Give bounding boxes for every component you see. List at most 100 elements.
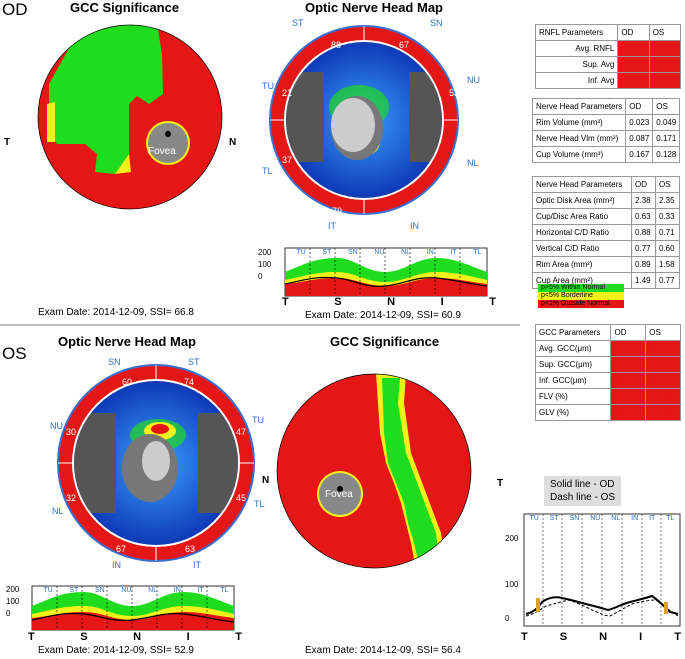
os-profile-tick: 0 [6,609,11,618]
os-profile-label: NU [121,587,132,594]
os-axis-label: S [80,631,88,643]
os-profile-tick: 200 [6,585,20,594]
nerve1-row-label: Cup Volume (mm³) [531,146,627,163]
od-profile-tick: 100 [258,260,272,269]
od-onh-map [269,25,459,215]
nerve2-row-od: 0.88 [631,224,656,241]
nerve2-row-od: 0.63 [631,208,656,225]
od-value-st: 88 [331,40,342,50]
nerve-head-area-table: Nerve Head Parameters OD OS Optic Disk Are… [531,176,680,289]
gcc-row-os: 63.53 [645,356,681,373]
os-sector-sn: SN [108,357,121,367]
od-profile-label: TL [473,249,482,256]
section-divider [0,324,520,326]
nerve2-header: Nerve Head Parameters [531,176,633,193]
od-profile-label: ST [322,249,332,256]
os-profile-label: NL [148,587,158,594]
od-profile-label: SN [347,249,358,256]
od-value-sn: 67 [399,40,410,50]
gcc-row-od: 19.352 [610,388,647,405]
od-rnfl-profile [284,247,488,297]
line-key-solid: Solid line - OD [550,479,615,490]
nerve2-row-os: 2.35 [655,192,680,209]
nerve1-row-os: 0.128 [652,146,681,163]
os-sector-st: ST [188,357,200,367]
od-profile-tick: 200 [258,248,272,257]
comparison-labels: TU ST SN NU NL IN IT TL [524,515,680,522]
od-sector-it: IT [328,221,336,231]
significance-legend: p>5% Within Normal p<5% Borderline p<1% … [538,284,624,308]
od-gcc-title: GCC Significance [70,0,180,15]
gcc-row-label: GLV (%) [534,404,612,421]
comparison-label: NU [590,515,601,522]
nerve2-header-os: OS [655,176,680,193]
os-axis-label: N [133,631,142,643]
nerve2-row-label: Horizontal C/D Ratio [531,224,633,241]
comparison-plot [523,513,681,627]
nerve1-row-os: 0.171 [652,130,681,147]
od-axis-label: I [440,296,444,308]
comparison-label: IN [631,515,639,522]
comparison-tick: 100 [505,580,519,589]
od-profile-axis: T S N I T [282,296,496,308]
nerve1-row-od: 0.087 [625,130,654,147]
comparison-axis-label: N [599,631,608,643]
rnfl-row-od: 69.38 [617,56,650,73]
os-value-sn: 60 [122,377,133,387]
od-profile-ticks: 200 100 0 [258,247,271,283]
gcc-row-label: FLV (%) [534,388,612,405]
os-axis-label: I [186,631,190,643]
gcc-row-os: 62.31 [645,340,681,357]
comparison-axis-label: S [559,631,568,643]
od-value-nu: 53 [449,88,460,98]
nerve2-header-od: OD [631,176,656,193]
nerve1-row-od: 0.023 [625,114,654,131]
od-onh-title: Optic Nerve Head Map [305,0,443,15]
od-sector-nu: NU [467,75,480,85]
od-axis-label: T [489,296,496,308]
gcc-row-label: Avg. GCC(μm) [534,340,612,357]
comparison-ticks: 200 100 0 [505,534,518,624]
od-gcc-map [37,24,223,210]
comparison-label: IT [649,515,656,522]
comparison-label: ST [549,515,559,522]
od-axis-label: T [282,296,289,308]
od-sector-sn: SN [430,18,443,28]
nerve2-row-od: 1.49 [631,272,656,289]
rnfl-row-os: 93.99 [648,56,682,73]
rnfl-row-label: Sup. Avg [534,56,619,73]
comparison-axis: T S N I T [521,631,681,643]
os-profile-labels: TU ST SN NU NL IN IT TL [35,587,237,594]
rnfl-row-od: 55.11 [617,72,650,89]
comparison-axis-label: I [639,631,643,643]
nerve2-row-os: 1.58 [655,256,680,273]
legend-outside-normal: p<1% Outside Normal [538,300,624,308]
rnfl-row-os: 62.31 [648,40,682,57]
od-onh-exam: Exam Date: 2014-12-09, SSI= 60.9 [305,310,461,321]
od-sector-st: ST [292,18,304,28]
od-eye-label: OD [2,0,28,19]
od-value-in: 67 [401,206,412,216]
os-value-in: 67 [116,544,127,554]
os-profile-ticks: 200 100 0 [6,584,19,620]
comparison-label: TL [666,515,675,522]
gcc-row-os: 12.182 [645,388,681,405]
gcc-row-od: 81.41 [610,356,647,373]
gcc-row-os: 64.27 [645,372,681,389]
nerve1-row-od: 0.167 [625,146,654,163]
os-onh-exam: Exam Date: 2014-12-09, SSI= 52.9 [38,645,194,656]
gcc-parameters-table: GCC Parameters OD OS Avg. GCC(μm) 72.11 62.3… [534,324,681,421]
os-sector-tl: TL [254,499,265,509]
os-profile-label: SN [94,587,105,594]
od-profile-label: NU [374,249,385,256]
od-profile-labels: TU ST SN NU NL IN IT TL [288,249,490,256]
os-value-nl: 32 [66,493,77,503]
comparison-side-label: T [497,478,504,489]
od-fovea-label: Fovea [148,146,176,157]
os-sector-it: IT [193,560,201,570]
os-sector-nl: NL [52,506,64,516]
od-sector-nl: NL [467,158,479,168]
gcc-header-os: OS [645,324,681,341]
od-value-tl: 37 [282,155,293,165]
nerve2-row-os: 0.71 [655,224,680,241]
